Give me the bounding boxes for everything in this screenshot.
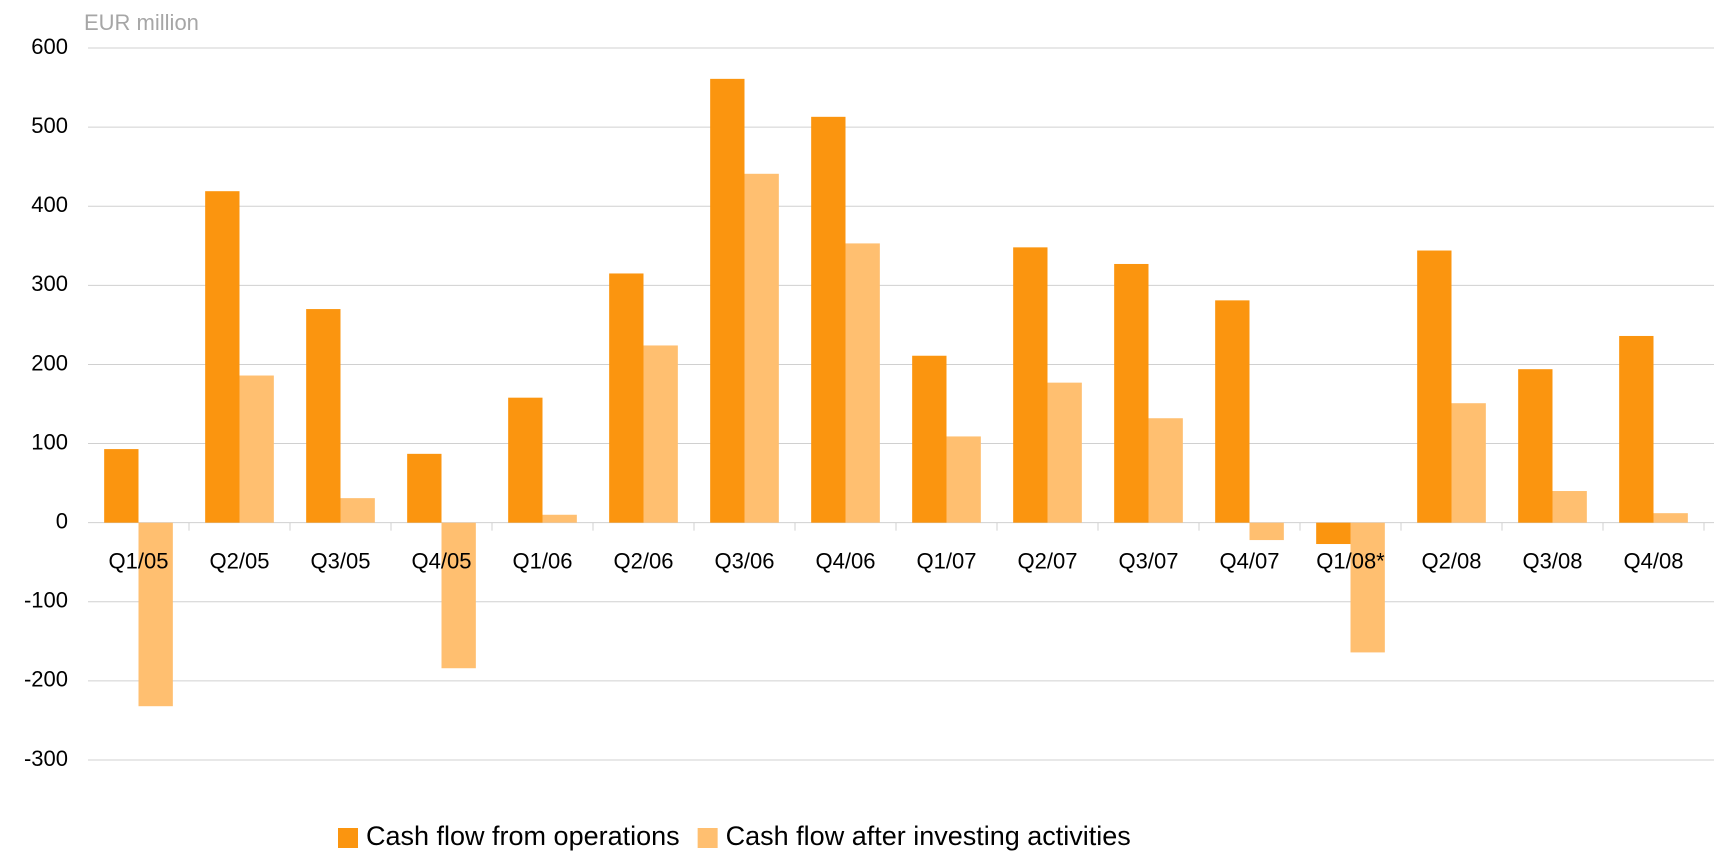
x-tick-label: Q2/08 [1422, 548, 1482, 573]
bar [340, 498, 375, 523]
x-tick-label: Q4/07 [1220, 548, 1280, 573]
x-tick-label: Q3/05 [311, 548, 371, 573]
y-tick-label: -300 [24, 746, 68, 771]
bar [1552, 491, 1587, 523]
bar [239, 375, 274, 523]
bar [1215, 300, 1250, 523]
bar [104, 449, 139, 523]
bar [1148, 418, 1183, 523]
x-tick-label: Q1/05 [109, 548, 169, 573]
y-tick-label: -100 [24, 588, 68, 613]
bar [609, 273, 644, 523]
bar [1047, 382, 1082, 523]
bar [1114, 263, 1149, 523]
bar [1316, 522, 1351, 545]
bar [407, 453, 442, 523]
x-tick-label: Q1/06 [513, 548, 573, 573]
legend-swatch [697, 828, 718, 848]
bar [1619, 335, 1654, 523]
legend-label: Cash flow after investing activities [726, 821, 1131, 851]
x-tick-label: Q3/08 [1523, 548, 1583, 573]
y-tick-label: 100 [31, 429, 68, 454]
x-tick-label: Q2/06 [614, 548, 674, 573]
x-tick-label: Q2/05 [210, 548, 270, 573]
bar [441, 522, 476, 669]
bar [1013, 247, 1048, 523]
y-tick-label: -200 [24, 667, 68, 692]
x-tick-label: Q4/06 [816, 548, 876, 573]
bar [710, 78, 745, 523]
bar [811, 116, 846, 523]
bar [744, 173, 779, 523]
x-tick-label: Q1/07 [917, 548, 977, 573]
y-tick-label: 0 [56, 508, 68, 533]
bar [1350, 522, 1385, 653]
bar [508, 397, 543, 523]
bar [643, 345, 678, 523]
x-tick-label: Q4/05 [412, 548, 472, 573]
y-tick-label: 600 [31, 34, 68, 59]
bar [845, 243, 880, 523]
y-tick-label: 200 [31, 350, 68, 375]
bar [1451, 403, 1486, 523]
bar [1518, 369, 1553, 523]
x-tick-label: Q3/07 [1119, 548, 1179, 573]
bar [205, 191, 240, 523]
bar [1653, 513, 1688, 523]
bar [1417, 250, 1452, 523]
bar [1249, 522, 1284, 541]
bar [542, 514, 577, 523]
x-tick-label: Q4/08 [1624, 548, 1684, 573]
bar [306, 309, 341, 523]
y-tick-label: 300 [31, 271, 68, 296]
x-tick-label: Q2/07 [1018, 548, 1078, 573]
legend-label: Cash flow from operations [366, 821, 680, 851]
bar [946, 436, 981, 523]
bar [138, 522, 173, 707]
bar [912, 355, 947, 523]
y-tick-label: 400 [31, 192, 68, 217]
axis-unit: EUR million [84, 10, 199, 35]
y-tick-label: 500 [31, 113, 68, 138]
legend-swatch [338, 828, 358, 848]
x-tick-label: Q3/06 [715, 548, 775, 573]
x-tick-label: Q1/08* [1316, 548, 1385, 573]
